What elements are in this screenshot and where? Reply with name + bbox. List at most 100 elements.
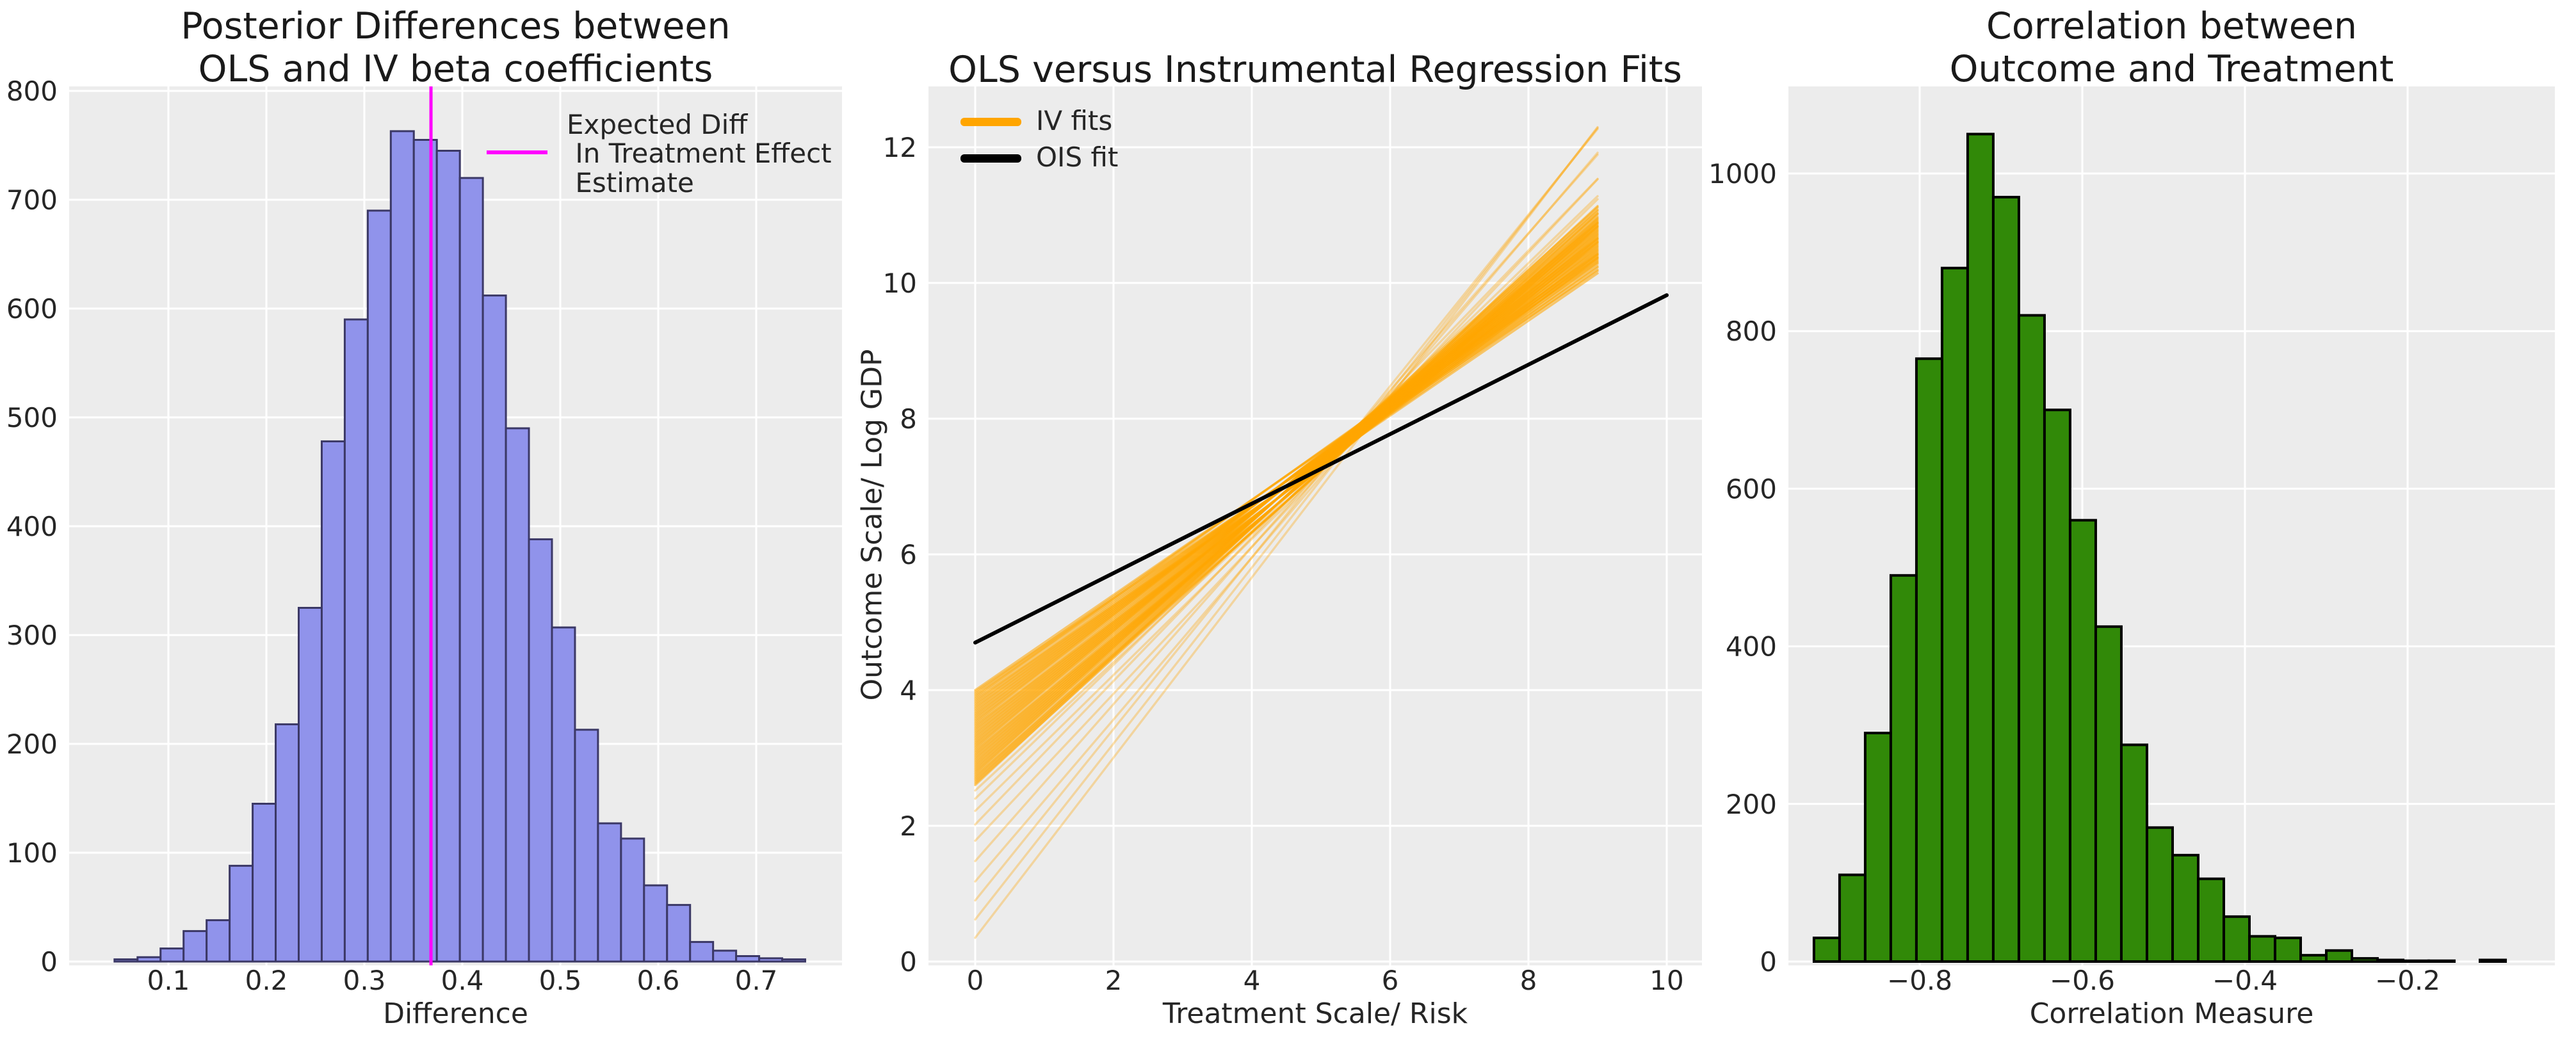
x-tick-label: 0.7 xyxy=(735,965,778,996)
histogram-bar xyxy=(574,729,599,963)
right-chart-xlabel: Correlation Measure xyxy=(2029,997,2314,1030)
x-tick-label: 0.1 xyxy=(147,965,190,996)
histogram-bar xyxy=(2325,949,2354,963)
histogram-bar xyxy=(343,318,369,963)
histogram-bar xyxy=(389,130,415,963)
left-chart-xlabel: Difference xyxy=(383,997,528,1030)
iv-fit-line xyxy=(974,270,1599,693)
ois-fit-legend-swatch xyxy=(960,154,1021,163)
x-tick-label: −0.4 xyxy=(2212,965,2278,996)
histogram-bar xyxy=(2068,519,2097,963)
histogram-bar xyxy=(2376,958,2405,963)
histogram-bar xyxy=(643,884,668,963)
histogram-bar xyxy=(1889,574,1918,963)
histogram-bar xyxy=(666,904,692,963)
histogram-bar xyxy=(2094,625,2123,963)
histogram-bar xyxy=(2222,915,2251,963)
expected-diff-legend-label: Expected Diff In Treatment Effect Estima… xyxy=(567,109,832,198)
ols-vs-iv-fits-panel: 0 2 4 6 8 10 0 2 4 6 8 10 12 xyxy=(883,86,1702,996)
histogram-bar xyxy=(528,538,553,963)
x-tick-label: 8 xyxy=(1520,965,1537,996)
histogram-bar xyxy=(2017,314,2046,963)
histogram-bar xyxy=(136,956,162,963)
histogram-bar xyxy=(620,837,645,963)
histogram-bar xyxy=(1991,195,2020,963)
histogram-bar xyxy=(482,294,507,963)
right-chart-title: Correlation between Outcome and Treatmen… xyxy=(1949,5,2394,91)
iv-fit-line xyxy=(974,125,1599,939)
ois-fit-legend-label: OIS fit xyxy=(1036,141,1119,173)
histogram-bar xyxy=(597,822,622,963)
iv-fits-legend-swatch xyxy=(960,118,1021,126)
histogram-bar xyxy=(758,957,784,963)
histogram-bar xyxy=(252,803,277,963)
y-tick-label: 10 xyxy=(883,268,917,299)
histogram-bar xyxy=(781,958,807,963)
histogram-bar xyxy=(505,427,530,963)
histogram-bar xyxy=(2427,959,2456,963)
y-tick-label: 0 xyxy=(1760,946,1777,978)
x-tick-label: 0.6 xyxy=(637,965,680,996)
x-tick-label: 0.2 xyxy=(245,965,288,996)
histogram-bar xyxy=(1915,357,1943,963)
histogram-bar xyxy=(458,177,484,963)
x-tick-label: −0.2 xyxy=(2375,965,2440,996)
y-tick-label: 8 xyxy=(900,403,917,435)
x-tick-label: 0.4 xyxy=(441,965,484,996)
iv-fit-line xyxy=(974,126,1599,921)
histogram-bar xyxy=(2479,958,2507,963)
iv-fit-line xyxy=(974,127,1599,902)
x-tick-label: 6 xyxy=(1382,965,1399,996)
histogram-bar xyxy=(206,919,231,963)
x-tick-label: 0.5 xyxy=(539,965,582,996)
y-tick-label: 1000 xyxy=(1708,158,1777,189)
histogram-bar xyxy=(2171,853,2199,963)
y-tick-label: 6 xyxy=(900,539,917,570)
histogram-bar xyxy=(159,947,185,963)
iv-fit-line xyxy=(974,178,1599,842)
y-tick-label: 100 xyxy=(6,837,58,869)
histogram-bar xyxy=(2299,954,2328,963)
histogram-bar xyxy=(2248,935,2276,963)
x-tick-label: 10 xyxy=(1649,965,1683,996)
y-tick-label: 4 xyxy=(900,675,917,706)
ols-fit-line xyxy=(973,293,1669,645)
y-tick-label: 0 xyxy=(40,946,58,978)
y-tick-label: 600 xyxy=(1726,473,1777,504)
histogram-bar xyxy=(275,723,300,963)
y-tick-label: 800 xyxy=(1726,316,1777,347)
iv-fit-line xyxy=(974,151,1599,883)
expected-diff-legend-swatch xyxy=(487,150,547,154)
y-tick-label: 600 xyxy=(6,293,58,325)
left-chart-title: Posterior Differences between OLS and IV… xyxy=(181,5,731,91)
histogram-bar xyxy=(1863,732,1892,963)
histogram-bar xyxy=(297,607,323,963)
histogram-bar xyxy=(229,864,254,963)
iv-fit-line xyxy=(974,153,1599,862)
y-tick-label: 0 xyxy=(900,946,917,978)
histogram-bar xyxy=(366,209,392,963)
histogram-bar xyxy=(1812,937,1841,963)
y-tick-label: 2 xyxy=(900,810,917,842)
histogram-bar xyxy=(1838,873,1867,963)
y-tick-label: 700 xyxy=(6,184,58,216)
y-tick-label: 200 xyxy=(6,729,58,760)
histogram-bar xyxy=(2043,408,2071,963)
histogram-bar xyxy=(1940,266,1969,963)
histogram-bar xyxy=(2119,743,2148,963)
histogram-bar xyxy=(1966,133,1995,963)
iv-fit-line xyxy=(974,260,1599,691)
iv-fits-legend-label: IV fits xyxy=(1036,105,1113,136)
histogram-bar xyxy=(2351,957,2379,963)
posterior-differences-histogram-panel: 0.1 0.2 0.3 0.4 0.5 0.6 0.7 0 100 200 300 400 500 600… xyxy=(6,76,842,996)
histogram-bar xyxy=(182,930,208,963)
histogram-bar xyxy=(712,949,738,963)
histogram-bar xyxy=(113,958,139,963)
histogram-bar xyxy=(435,150,461,963)
histogram-bar xyxy=(2402,959,2431,963)
y-tick-label: 800 xyxy=(6,76,58,107)
middle-chart-title: OLS versus Instrumental Regression Fits xyxy=(948,49,1682,91)
x-tick-label: −0.6 xyxy=(2050,965,2115,996)
y-tick-label: 500 xyxy=(6,402,58,433)
